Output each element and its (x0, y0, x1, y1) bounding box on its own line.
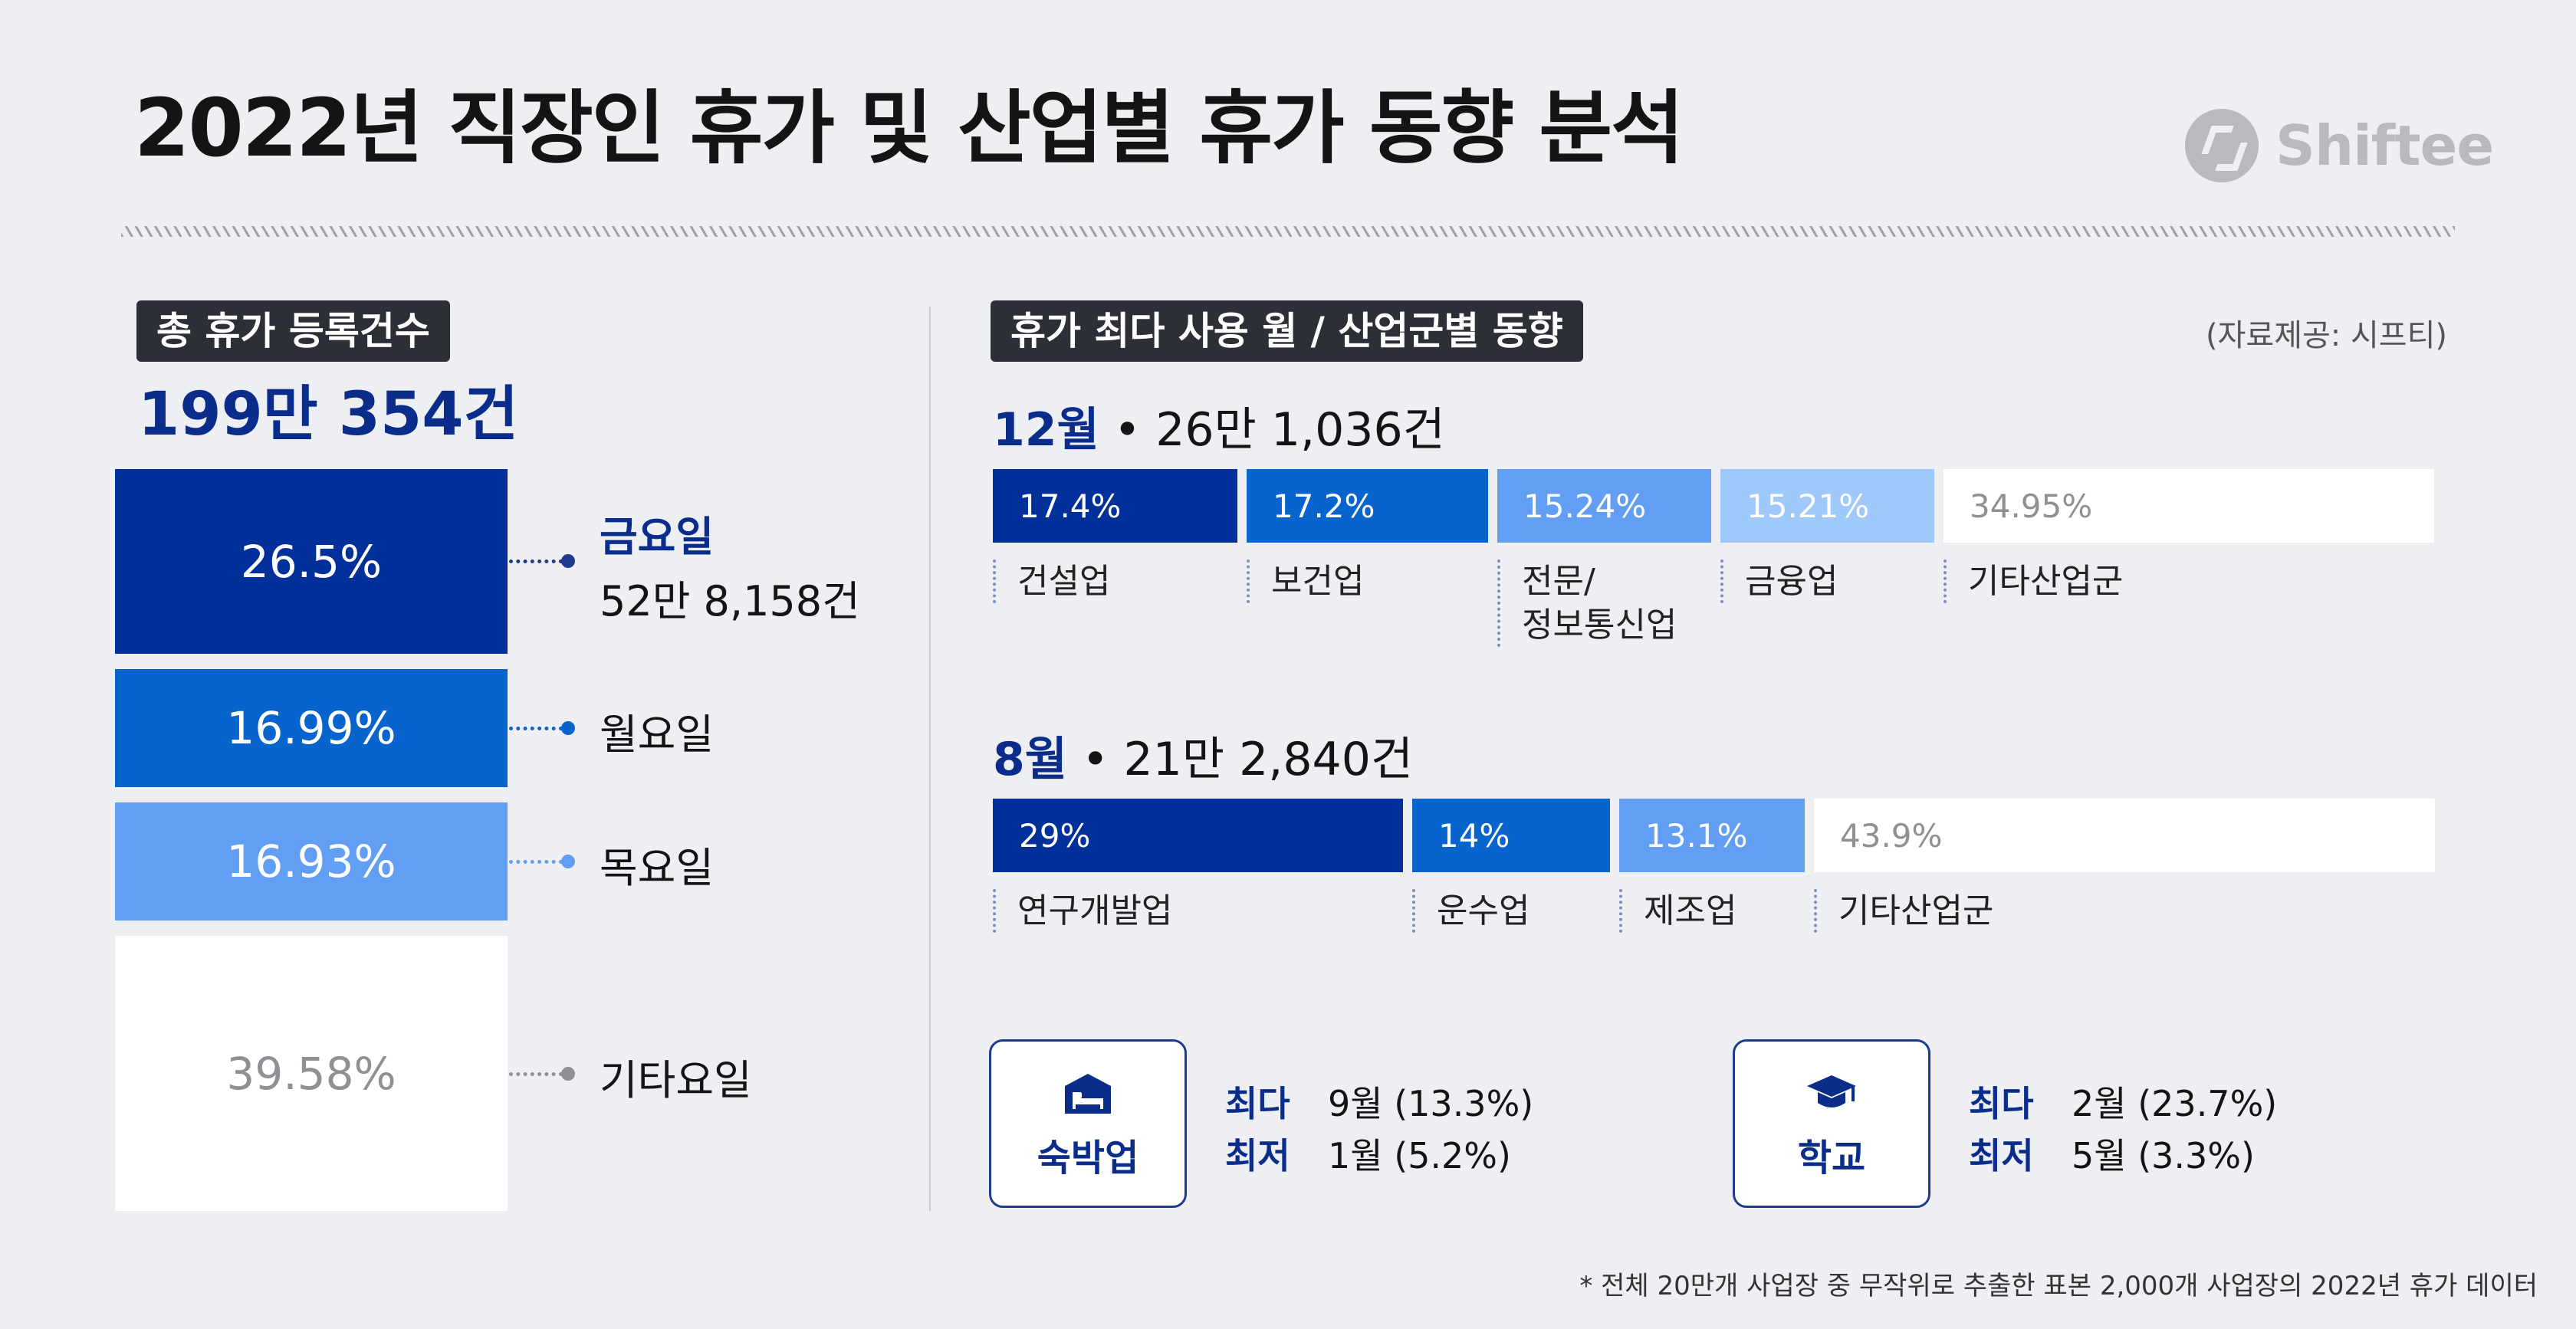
weekday-value-label: 16.99% (226, 702, 396, 754)
total-leave-tag: 총 휴가 등록건수 (136, 300, 450, 362)
school-min: 최저 5월 (3.3%) (1969, 1128, 2255, 1179)
lodging-max: 최다 9월 (13.3%) (1225, 1076, 1533, 1127)
industry-category-label: 연구개발업 (993, 889, 1172, 934)
industry-segment: 15.24% (1497, 469, 1711, 543)
industry-value-label: 29% (1019, 816, 1091, 855)
industry-category-label: 운수업 (1412, 889, 1530, 934)
page-title: 2022년 직장인 휴가 및 산업별 휴가 동향 분석 (134, 81, 1684, 175)
month-heading-august: 8월 • 21만 2,840건 (993, 722, 1413, 789)
industry-segment: 15.21% (1720, 469, 1934, 543)
month-name: 8월 (993, 733, 1067, 786)
industry-trend-tag: 휴가 최다 사용 월 / 산업군별 동향 (991, 300, 1583, 362)
weekday-value-label: 16.93% (226, 835, 396, 888)
stat-key: 최저 (1225, 1135, 1290, 1176)
month-heading-december: 12월 • 26만 1,036건 (993, 392, 1445, 459)
industry-segment: 29% (993, 799, 1403, 872)
industry-value-label: 13.1% (1645, 816, 1748, 855)
industry-category-label: 건설업 (993, 559, 1110, 604)
card-lodging: 숙박업 (989, 1039, 1187, 1208)
leader-dot (561, 1066, 575, 1081)
industry-category-label: 기타산업군 (1944, 559, 2123, 604)
stat-key: 최다 (1225, 1083, 1290, 1124)
leader-line (509, 559, 563, 563)
weekday-bar-thursday: 16.93% (115, 802, 508, 920)
industry-bar-august: 29% 연구개발업 14% 운수업 13.1% 제조업 43.9% 기타산업군 (993, 799, 2435, 934)
weekday-label-others: 기타요일 (600, 1055, 752, 1104)
graduation-cap-icon (1807, 1075, 1856, 1108)
header-divider (121, 226, 2455, 237)
weekday-label-friday: 금요일 (600, 513, 715, 561)
weekday-bar-others: 39.58% (115, 936, 508, 1211)
school-max: 최다 2월 (23.7%) (1969, 1076, 2277, 1127)
leader-line (509, 860, 563, 864)
industry-value-label: 43.9% (1840, 816, 1943, 855)
card-label: 숙박업 (1037, 1137, 1139, 1180)
leader-line (509, 1071, 563, 1076)
brand-logo: Shiftee (2185, 107, 2494, 184)
industry-category-label: 제조업 (1619, 889, 1737, 934)
month-name: 12월 (993, 403, 1099, 457)
industry-value-label: 14% (1438, 816, 1510, 855)
stat-value: 5월 (3.3%) (2072, 1135, 2255, 1176)
industry-category-label: 전문/ 정보통신업 (1497, 559, 1677, 648)
industry-category-label: 보건업 (1247, 559, 1364, 604)
stat-value: 9월 (13.3%) (1328, 1083, 1534, 1124)
leader-dot (561, 855, 575, 868)
industry-segment: 13.1% (1619, 799, 1805, 872)
stat-key: 최다 (1969, 1083, 2034, 1124)
industry-value-label: 34.95% (1970, 487, 2093, 525)
industry-segment: 43.9% (1814, 799, 2435, 872)
lodging-min: 최저 1월 (5.2%) (1225, 1128, 1511, 1179)
stat-value: 2월 (23.7%) (2072, 1083, 2278, 1124)
industry-segment: 17.4% (993, 469, 1237, 543)
stat-key: 최저 (1969, 1135, 2034, 1176)
weekday-bar-friday: 26.5% (115, 469, 508, 654)
weekday-bar-monday: 16.99% (115, 669, 508, 787)
weekday-label-monday: 월요일 (600, 710, 715, 759)
stat-value: 1월 (5.2%) (1328, 1135, 1511, 1176)
industry-value-label: 15.21% (1746, 487, 1870, 525)
leader-dot (561, 554, 575, 568)
industry-segment: 14% (1412, 799, 1610, 872)
weekday-label-thursday: 목요일 (600, 844, 715, 892)
bed-icon (1065, 1074, 1111, 1114)
source-note: (자료제공: 시프티) (2205, 318, 2447, 353)
industry-category-label: 기타산업군 (1814, 889, 1993, 934)
industry-value-label: 15.24% (1523, 487, 1647, 525)
shiftee-logo-icon (2185, 109, 2259, 182)
month-count: • 26만 1,036건 (1113, 403, 1445, 457)
brand-name: Shiftee (2275, 113, 2494, 178)
industry-segment: 17.2% (1247, 469, 1488, 543)
footnote: * 전체 20만개 사업장 중 무작위로 추출한 표본 2,000개 사업장의 … (1579, 1271, 2538, 1301)
weekday-value-label: 39.58% (226, 1047, 396, 1100)
friday-count: 52만 8,158건 (600, 577, 860, 625)
industry-segment: 34.95% (1944, 469, 2434, 543)
month-count: • 21만 2,840건 (1082, 733, 1414, 786)
total-leave-count: 199만 354건 (138, 380, 519, 449)
column-divider (929, 307, 931, 1211)
leader-line (509, 727, 563, 730)
leader-dot (561, 721, 575, 735)
card-school: 학교 (1733, 1039, 1930, 1208)
industry-value-label: 17.2% (1273, 487, 1375, 525)
industry-category-label: 금융업 (1720, 559, 1838, 604)
industry-value-label: 17.4% (1019, 487, 1122, 525)
card-label: 학교 (1797, 1137, 1866, 1180)
industry-bar-december: 17.4% 건설업 17.2% 보건업 15.24% 전문/ 정보통신업 15.21% 금융업… (993, 469, 2434, 648)
weekday-value-label: 26.5% (240, 535, 383, 588)
